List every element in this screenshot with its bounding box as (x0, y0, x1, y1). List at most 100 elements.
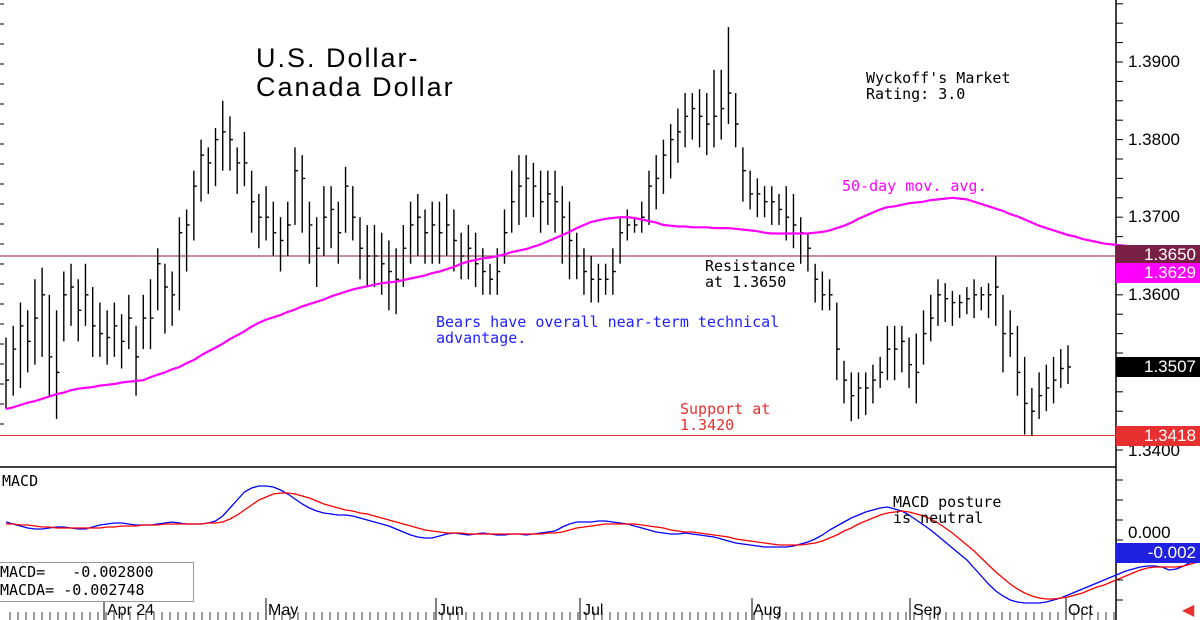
price-bar (91, 287, 96, 357)
y-tick-1-3800: 1.3800 (1128, 130, 1180, 149)
price-bar (157, 248, 161, 311)
macda-readout: MACDA= -0.002748 (0, 581, 145, 599)
price-bar (597, 263, 602, 303)
price-bar (655, 155, 660, 210)
price-bar (460, 232, 465, 280)
x-label-apr24: Apr 24 (107, 602, 155, 619)
price-bar (402, 224, 407, 288)
price-bar (489, 263, 494, 295)
price-bar (749, 170, 754, 210)
price-bar (886, 325, 891, 381)
price-bar (1031, 387, 1035, 437)
y-tick-1-3900: 1.3900 (1128, 52, 1180, 71)
price-bar (633, 217, 638, 233)
price-bar (980, 287, 985, 311)
price-bar (337, 201, 342, 264)
price-bar (380, 232, 385, 295)
price-bar (26, 310, 31, 373)
price-bar (323, 186, 327, 256)
price-bar (742, 147, 746, 202)
price-bar (366, 224, 371, 288)
price-bar (272, 201, 277, 256)
macd-posture-line-2: is neutral (893, 509, 984, 527)
moving-average (5, 196, 1200, 410)
price-bar (128, 294, 132, 350)
price-bar (604, 263, 609, 295)
rating-line-2: Rating: 3.0 (866, 85, 966, 103)
rating-annotation: Wyckoff's Market Rating: 3.0 (866, 70, 1011, 102)
price-bar (258, 193, 262, 249)
price-bar (677, 108, 681, 163)
price-bar (814, 263, 819, 303)
price-bar (359, 217, 363, 280)
price-bar (222, 100, 226, 171)
price-bar (388, 240, 392, 311)
price-bar (77, 279, 82, 342)
price-bar (99, 302, 103, 357)
price-bar (12, 325, 17, 396)
ma-tag: 1.3629 (1116, 263, 1200, 283)
price-bar (453, 209, 457, 272)
y-tick-1-3600: 1.3600 (1128, 285, 1180, 304)
price-bar (930, 294, 934, 342)
mov-avg-annotation: 50-day mov. avg. (842, 177, 987, 195)
price-bars (5, 27, 1071, 437)
price-bar (922, 310, 927, 365)
resistance-line-2: at 1.3650 (705, 273, 787, 291)
support-line-2: 1.3420 (680, 416, 735, 434)
price-bar (1009, 310, 1014, 357)
bears-annotation: Bears have overall near-term technical ad… (436, 314, 779, 346)
macd-posture-line-1: MACD posture (893, 493, 1002, 511)
price-bar (662, 139, 667, 194)
price-bar (576, 232, 580, 280)
price-bar (771, 186, 775, 225)
y-tick-1-3700: 1.3700 (1128, 207, 1180, 226)
price-bar (778, 193, 783, 225)
price-bar (424, 209, 429, 264)
price-bar (438, 201, 443, 264)
price-bar (193, 170, 197, 241)
price-bar (149, 279, 154, 350)
price-bar (409, 201, 414, 264)
price-bar (5, 337, 9, 409)
price-bar (944, 283, 949, 322)
price-bar (568, 201, 573, 280)
macd-posture-annotation: MACD posture is neutral (893, 494, 1001, 526)
price-bar (583, 248, 587, 295)
price-bar (482, 248, 486, 295)
price-bar (843, 360, 848, 404)
x-label-jul: Jul (583, 602, 604, 619)
price-bar (41, 267, 46, 357)
price-bar (539, 170, 544, 233)
price-bar (713, 69, 717, 148)
price-bar (106, 310, 111, 365)
price-bar (185, 209, 190, 272)
macd-y-tick-zero: 0.000 (1128, 523, 1171, 542)
scroll-left-arrow-icon[interactable]: ◀ (1182, 600, 1195, 619)
price-bar (236, 147, 241, 194)
price-bar (785, 186, 790, 241)
price-bar (872, 364, 876, 404)
macd-readout-box: MACD= -0.002800 MACDA= -0.002748 (0, 562, 194, 602)
price-bar (178, 217, 183, 311)
resistance-tag: 1.3650 (1116, 245, 1200, 265)
price-bar (229, 116, 233, 171)
price-bar (706, 93, 710, 156)
title-line-1: U.S. Dollar- (256, 43, 420, 73)
price-bar (120, 314, 125, 369)
x-label-may: May (268, 602, 299, 619)
price-bar (590, 256, 595, 303)
price-bar (431, 201, 436, 264)
price-bar (518, 155, 522, 225)
bears-line-1: Bears have overall near-term technical (436, 313, 780, 331)
price-bar (763, 186, 768, 218)
price-bar (720, 69, 725, 140)
price-bar (48, 294, 53, 396)
price-bar (792, 193, 797, 249)
x-label-jun: Jun (438, 602, 464, 619)
price-bar (915, 333, 920, 404)
price-bar (207, 147, 212, 194)
price-bar (63, 271, 67, 342)
price-bar (626, 209, 631, 241)
price-bar (561, 186, 566, 264)
